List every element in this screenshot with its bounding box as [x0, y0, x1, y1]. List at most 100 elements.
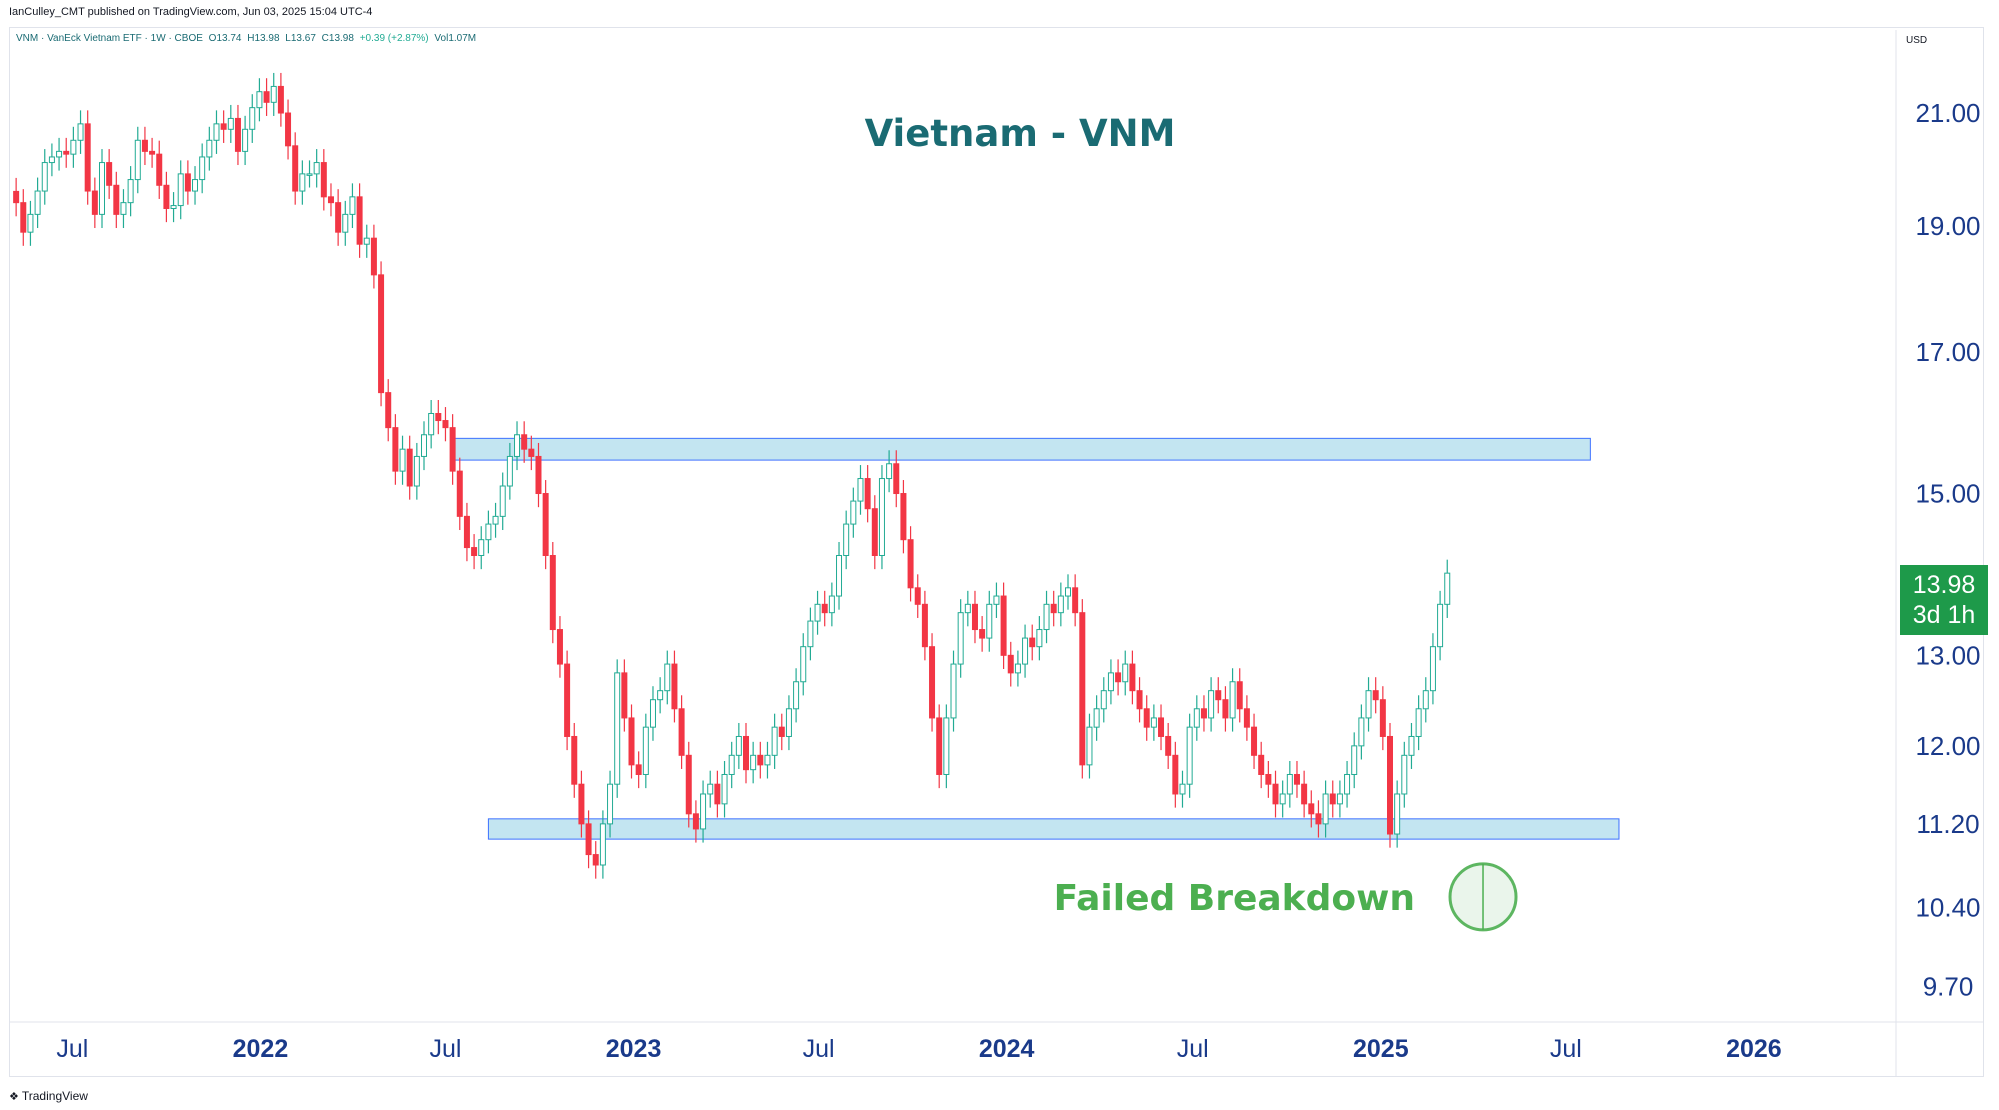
candle-body — [807, 620, 814, 648]
candle — [492, 502, 499, 538]
candle — [549, 542, 556, 644]
legend-low: L13.67 — [285, 33, 316, 44]
candle — [56, 137, 63, 171]
candle-body — [1093, 708, 1100, 728]
candle — [1200, 695, 1207, 732]
candle — [607, 770, 614, 838]
candle-body — [1136, 690, 1143, 710]
candle — [1422, 677, 1429, 723]
candle-body — [864, 478, 871, 510]
candle — [921, 590, 928, 661]
candle — [1251, 713, 1258, 769]
candle-body — [800, 646, 807, 683]
candle-body — [707, 783, 714, 795]
candle — [1115, 659, 1122, 696]
candle — [206, 126, 213, 171]
candle — [864, 465, 871, 523]
tradingview-logo-icon: ❖ — [9, 1090, 19, 1103]
candle-body — [335, 202, 342, 233]
candle-body — [213, 123, 220, 141]
candle-body — [514, 434, 521, 457]
candle — [292, 132, 299, 205]
candle-body — [728, 754, 735, 775]
candle-body — [893, 463, 900, 495]
candle — [564, 650, 571, 751]
candle — [971, 590, 978, 644]
candle — [1394, 780, 1401, 848]
candle — [649, 686, 656, 741]
candle — [1322, 780, 1329, 838]
candle — [442, 407, 449, 442]
candle-body — [843, 523, 850, 557]
candle-body — [1358, 717, 1365, 747]
candle — [1050, 590, 1057, 627]
candle — [1029, 624, 1036, 661]
candle — [707, 770, 714, 808]
candle — [828, 582, 835, 627]
candle-body — [964, 603, 971, 614]
candle-body — [857, 478, 864, 502]
candle-body — [192, 179, 199, 192]
candle — [628, 704, 635, 779]
candle — [1179, 770, 1186, 808]
candle — [435, 400, 442, 435]
candle-body — [1029, 637, 1036, 648]
candle-body — [614, 672, 621, 785]
candle — [514, 421, 521, 471]
time-axis-label: Jul — [1177, 1035, 1209, 1063]
candle-body — [249, 107, 256, 130]
candle-body — [13, 190, 20, 204]
candle-body — [1014, 663, 1021, 674]
candle-body — [521, 434, 528, 450]
candle — [220, 110, 227, 143]
legend-symbol[interactable]: VNM · VanEck Vietnam ETF · 1W · CBOE — [16, 33, 203, 44]
candle-body — [63, 150, 70, 155]
tradingview-branding[interactable]: ❖ TradingView — [9, 1089, 88, 1103]
time-axis-label: 2025 — [1353, 1035, 1409, 1063]
candle — [63, 137, 70, 168]
candle — [1272, 770, 1279, 818]
candle — [757, 741, 764, 779]
candle-body — [1186, 726, 1193, 785]
candle-body — [20, 202, 27, 233]
candle — [750, 741, 757, 784]
candle — [113, 171, 120, 229]
candle-body — [421, 434, 427, 457]
candle-body — [306, 173, 313, 176]
candle-body — [850, 500, 857, 525]
candle-body — [1222, 699, 1229, 719]
time-axis-label: Jul — [1550, 1035, 1582, 1063]
candle-body — [327, 196, 334, 204]
candle — [592, 841, 599, 879]
last-price-badge: 13.98 3d 1h — [1900, 565, 1988, 635]
candle — [714, 770, 721, 818]
time-axis-label: 2023 — [606, 1035, 662, 1063]
symbol-legend[interactable]: VNM · VanEck Vietnam ETF · 1W · CBOE O13… — [16, 33, 479, 44]
candle-body — [1000, 595, 1007, 656]
chart-frame[interactable] — [9, 27, 1984, 1077]
currency-label[interactable]: USD — [1906, 35, 1928, 46]
candle — [48, 143, 55, 177]
candle-body — [828, 595, 835, 614]
candle-body — [900, 493, 907, 541]
candle — [986, 590, 993, 652]
publisher-caption: IanCulley_CMT published on TradingView.c… — [9, 6, 373, 18]
candle — [327, 183, 334, 217]
candle-body — [1265, 773, 1272, 785]
candle-body — [270, 85, 277, 103]
candle-body — [764, 754, 771, 766]
candle — [685, 741, 692, 828]
price-axis-label: 15.00 — [1915, 479, 1980, 509]
candle — [1072, 574, 1079, 627]
candle-body — [1286, 773, 1293, 795]
candle — [456, 457, 463, 531]
candle-body — [134, 139, 141, 181]
candle-body — [385, 392, 392, 429]
candle — [1208, 677, 1215, 732]
time-axis-label: Jul — [803, 1035, 835, 1063]
candle-body — [649, 699, 656, 728]
candle — [1372, 677, 1379, 714]
candle — [471, 534, 478, 570]
candle-body — [743, 735, 749, 771]
